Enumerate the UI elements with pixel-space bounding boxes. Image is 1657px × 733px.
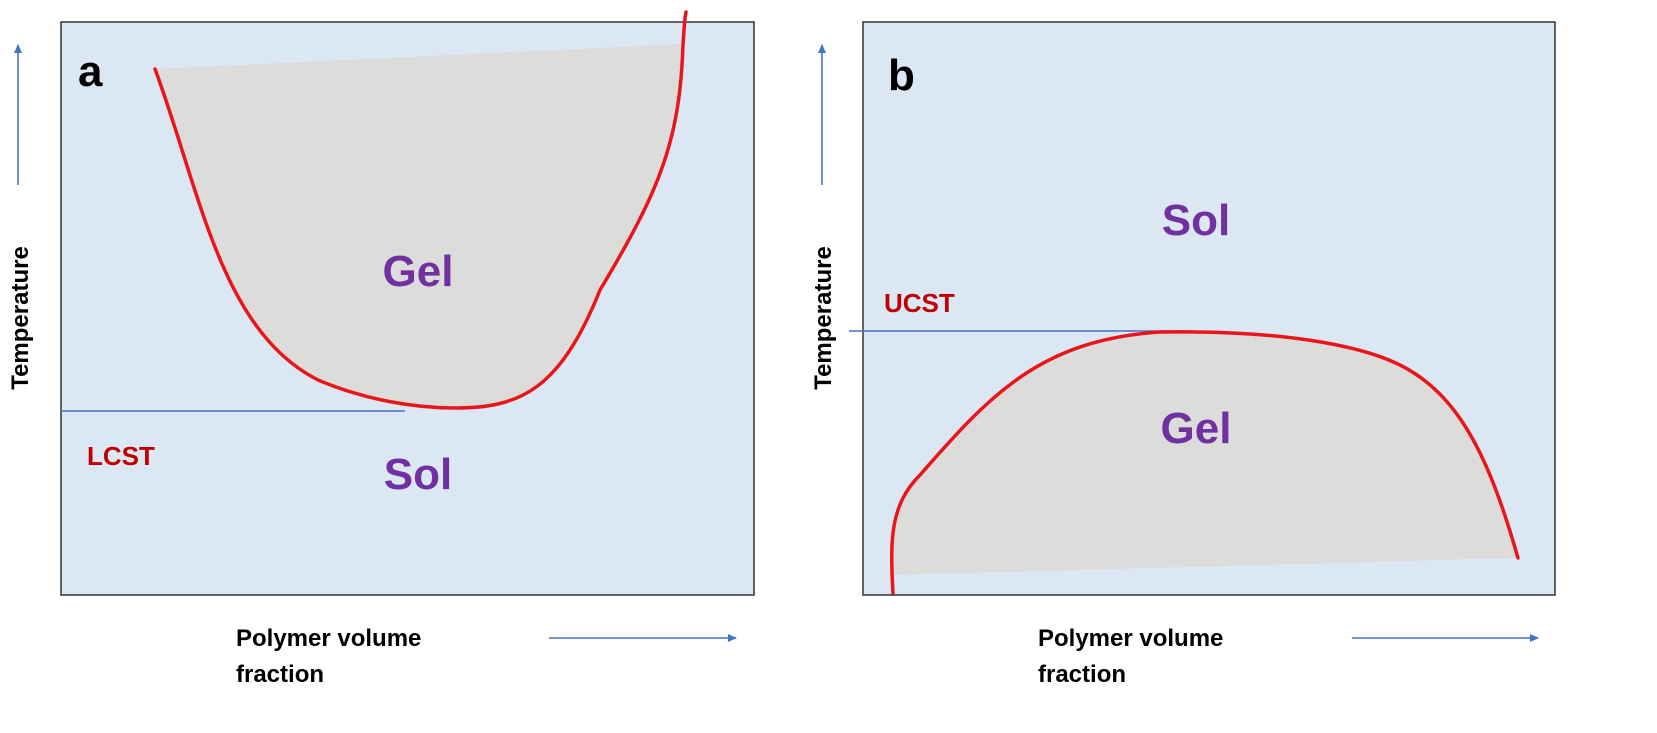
- panel-b-sol-label: Sol: [1162, 196, 1230, 245]
- panel-b-x-axis-label-line2: fraction: [1038, 661, 1126, 688]
- panel-a-phase-boundary: [153, 10, 688, 410]
- panel-a-gel-region: [155, 44, 683, 408]
- panel-a-label: a: [78, 47, 103, 96]
- panel-a-lcst-label: LCST: [87, 441, 155, 471]
- panel-b-gel-region: [892, 331, 1518, 575]
- panel-a-x-axis-label-line2: fraction: [236, 661, 324, 688]
- panel-b-phase-boundary: [889, 330, 1520, 595]
- panel-a-gel-label: Gel: [383, 247, 454, 296]
- panel-a-x-axis-label-line1: Polymer volume: [236, 625, 421, 652]
- panel-b-ucst-label: UCST: [884, 288, 955, 318]
- panel-b: b Sol Gel UCST Temperature Polymer volum…: [810, 21, 1556, 688]
- panel-b-gel-label: Gel: [1161, 404, 1232, 453]
- panel-a: a Gel Sol LCST Temperature Polymer volum…: [7, 10, 755, 688]
- panel-b-x-axis-label-line1: Polymer volume: [1038, 625, 1223, 652]
- panel-a-y-axis-label: Temperature: [7, 246, 34, 390]
- panel-a-sol-label: Sol: [384, 450, 452, 499]
- panel-b-y-axis-label: Temperature: [810, 246, 837, 390]
- panel-b-label: b: [888, 51, 915, 100]
